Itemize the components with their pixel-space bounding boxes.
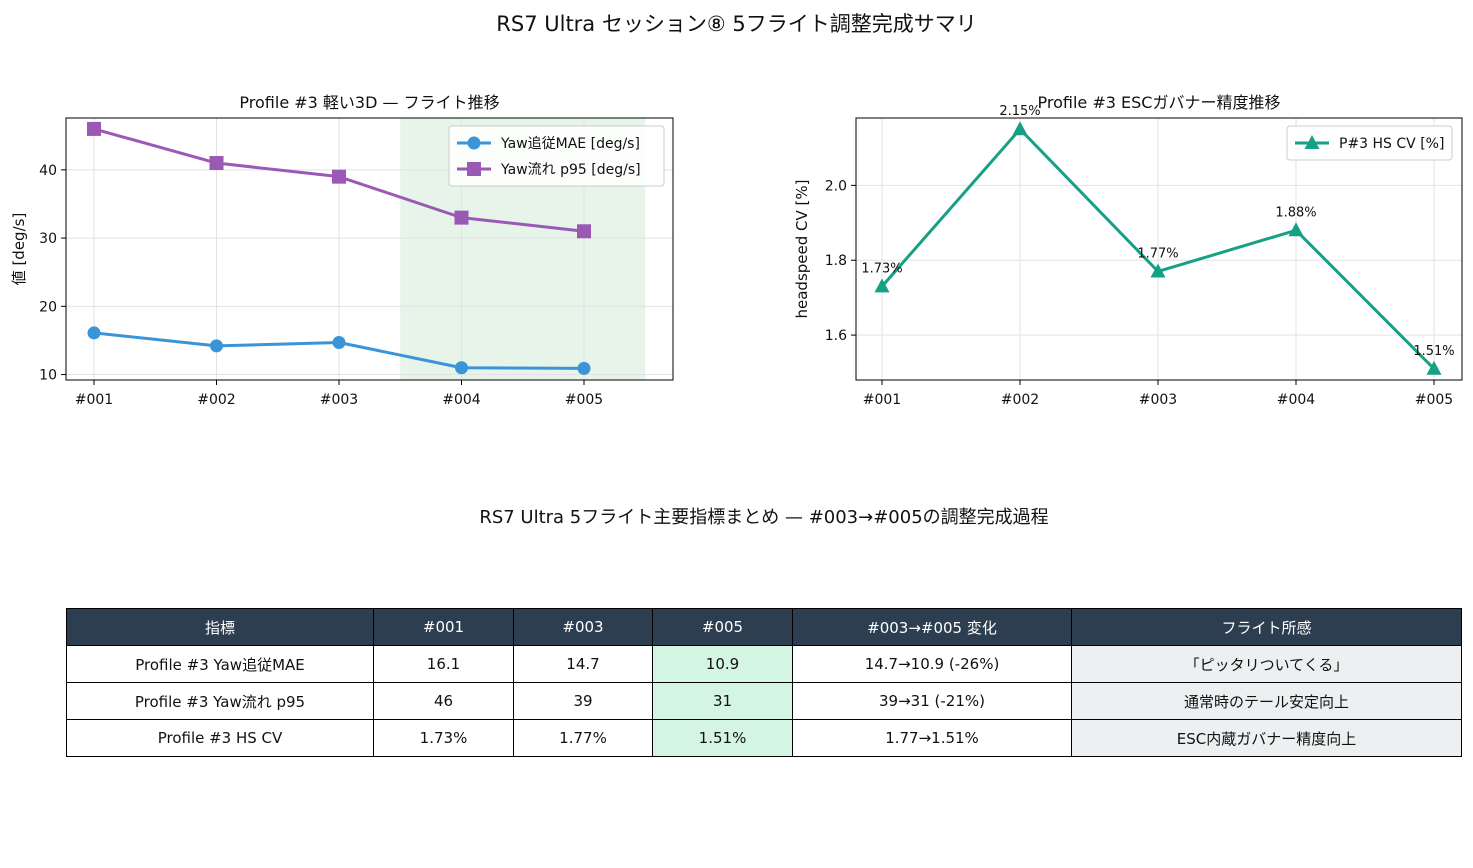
- data-label: 1.88%: [1275, 205, 1316, 220]
- cell-005: 10.9: [652, 645, 793, 683]
- header-change: #003→#005 変化: [792, 608, 1072, 646]
- x-tick-label: #005: [565, 392, 603, 408]
- legend-box: [448, 125, 665, 187]
- x-tick-label: #003: [1139, 392, 1177, 408]
- x-tick-label: #001: [75, 392, 113, 408]
- cell-metric: Profile #3 Yaw流れ p95: [66, 682, 374, 720]
- header-001: #001: [373, 608, 514, 646]
- header-003: #003: [513, 608, 653, 646]
- cell-001: 16.1: [373, 645, 514, 683]
- yaw-flight-trend-chart: #001 #002 #003 #004 #005 10 20 30 40 値 [deg/s] Pro…: [10, 93, 674, 408]
- data-point: [1288, 222, 1304, 237]
- data-point: [210, 339, 223, 353]
- cell-metric: Profile #3 Yaw追従MAE: [66, 645, 374, 683]
- data-point: [87, 326, 101, 340]
- cell-change: 1.77→1.51%: [792, 719, 1072, 757]
- y-tick-label: 1.8: [825, 253, 847, 269]
- legend-marker: [467, 162, 481, 176]
- y-axis-label: headspeed CV [%]: [793, 180, 811, 319]
- header-flight-feel: フライト所感: [1071, 608, 1462, 646]
- cell-flight-feel: 「ピッタリついてくる」: [1071, 645, 1462, 683]
- legend-marker: [1304, 135, 1320, 149]
- table-row: Profile #3 HS CV 1.73% 1.77% 1.51% 1.77→…: [66, 719, 1462, 757]
- data-label: 2.15%: [999, 104, 1040, 119]
- data-point: [332, 335, 346, 349]
- x-tick-label: #002: [197, 392, 235, 408]
- y-tick-label: 2.0: [825, 178, 847, 194]
- table-header-row: 指標 #001 #003 #005 #003→#005 変化 フライト所感: [66, 608, 1462, 646]
- y-tick-label: 10: [39, 368, 57, 384]
- header-metric: 指標: [66, 608, 374, 646]
- plot-frame: [65, 117, 674, 381]
- plot-frame: [855, 117, 1463, 381]
- data-point: [874, 278, 890, 293]
- cell-flight-feel: 通常時のテール安定向上: [1071, 682, 1462, 720]
- legend-box: [1286, 125, 1453, 161]
- cell-003: 1.77%: [513, 719, 653, 757]
- y-tick-label: 40: [39, 163, 57, 179]
- chart-title: Profile #3 ESCガバナー精度推移: [1038, 93, 1281, 112]
- figure-title: RS7 Ultra セッション⑧ 5フライト調整完成サマリ: [496, 12, 977, 36]
- cell-005: 1.51%: [652, 719, 793, 757]
- legend-label: Yaw流れ p95 [deg/s]: [500, 162, 641, 178]
- cell-flight-feel: ESC内蔵ガバナー精度向上: [1071, 719, 1462, 757]
- x-tick-label: #003: [320, 392, 358, 408]
- x-tick-label: #001: [863, 392, 901, 408]
- cell-change: 39→31 (-21%): [792, 682, 1072, 720]
- table-row: Profile #3 Yaw流れ p95 46 39 31 39→31 (-21…: [66, 682, 1462, 720]
- cell-change: 14.7→10.9 (-26%): [792, 645, 1072, 683]
- cell-001: 46: [373, 682, 514, 720]
- data-point: [209, 156, 224, 171]
- legend-marker: [467, 136, 481, 150]
- y-tick-label: 1.6: [825, 328, 847, 344]
- x-tick-label: #004: [442, 392, 481, 408]
- y-axis-label: 値 [deg/s]: [10, 213, 28, 286]
- x-tick-label: #002: [1001, 392, 1039, 408]
- cell-metric: Profile #3 HS CV: [66, 719, 374, 757]
- data-label: 1.77%: [1137, 246, 1178, 261]
- header-005: #005: [652, 608, 793, 646]
- data-point: [1426, 360, 1442, 375]
- data-point: [332, 169, 346, 184]
- data-point: [87, 121, 101, 136]
- legend-label: Yaw追従MAE [deg/s]: [500, 136, 640, 152]
- data-point: [454, 210, 469, 225]
- cell-001: 1.73%: [373, 719, 514, 757]
- cell-003: 14.7: [513, 645, 653, 683]
- x-tick-label: #005: [1415, 392, 1453, 408]
- legend-label: P#3 HS CV [%]: [1339, 136, 1444, 152]
- cell-005: 31: [652, 682, 793, 720]
- data-point: [1012, 121, 1028, 136]
- data-label: 1.51%: [1413, 344, 1454, 359]
- y-tick-label: 20: [39, 299, 57, 315]
- data-label: 1.73%: [861, 261, 902, 276]
- data-point: [577, 361, 591, 375]
- summary-table: 指標 #001 #003 #005 #003→#005 変化 フライト所感 Pr…: [66, 608, 1462, 757]
- chart-title: Profile #3 軽い3D — フライト推移: [239, 93, 499, 112]
- data-point: [577, 224, 591, 239]
- table-row: Profile #3 Yaw追従MAE 16.1 14.7 10.9 14.7→…: [66, 645, 1462, 683]
- data-point: [1150, 263, 1166, 278]
- x-tick-label: #004: [1277, 392, 1316, 408]
- data-point: [455, 361, 468, 375]
- cell-003: 39: [513, 682, 653, 720]
- y-tick-label: 30: [39, 231, 57, 247]
- table-title: RS7 Ultra 5フライト主要指標まとめ — #003→#005の調整完成過…: [479, 507, 1049, 528]
- esc-governor-precision-chart: 1.73% 2.15% 1.77% 1.88% 1.51% #001 #002 #003 #00…: [793, 93, 1463, 408]
